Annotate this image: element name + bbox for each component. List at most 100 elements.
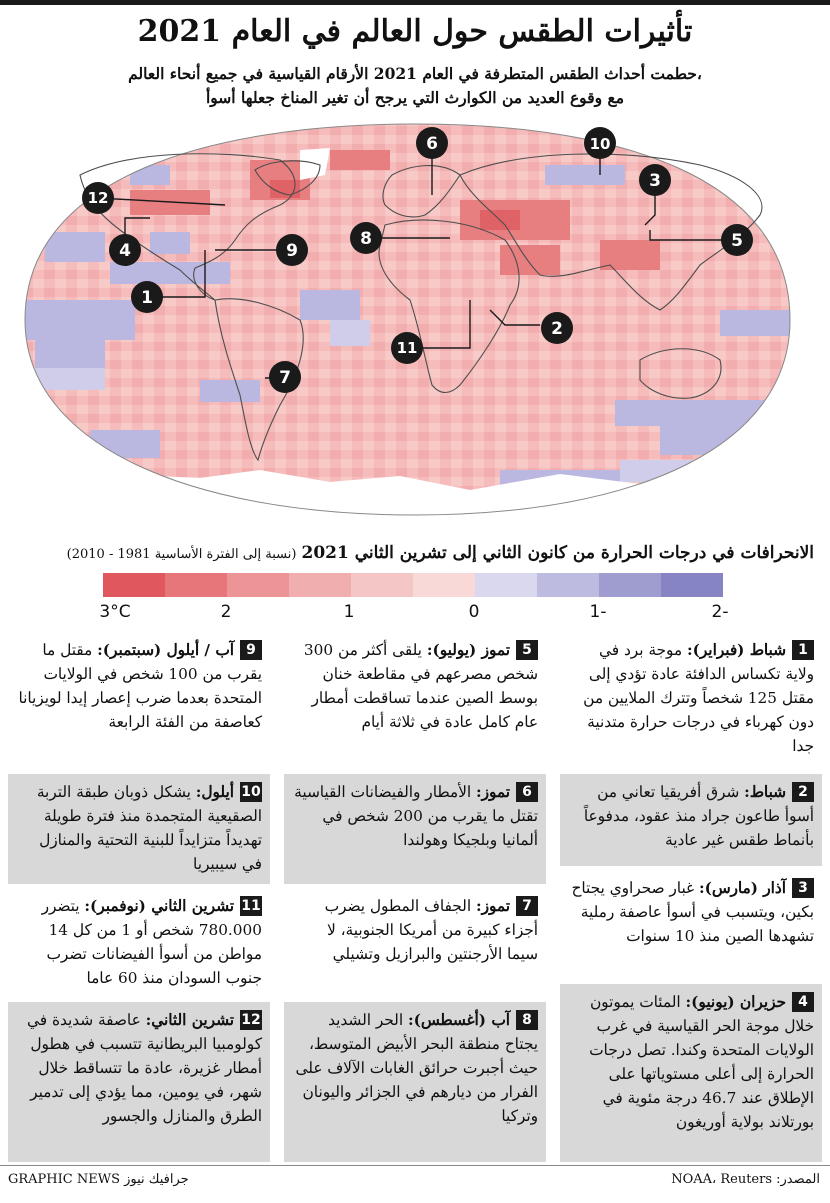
- legend-tick: 3°C: [99, 602, 131, 622]
- continent-outlines: [79, 153, 763, 462]
- event-text: يلقى أكثر من 300 شخص مصرعهم في مقاطعة خن…: [303, 641, 538, 731]
- marker-7[interactable]: 7: [269, 361, 301, 393]
- event-card-11: 11 تشرين الثاني (نوفمبر): يتضرر 780.000 ش…: [8, 888, 270, 998]
- marker-1[interactable]: 1: [131, 281, 163, 313]
- event-heading: تشرين الثاني (نوفمبر):: [84, 897, 234, 915]
- legend-swatch: [227, 573, 289, 597]
- legend-swatch: [661, 573, 723, 597]
- subtitle-line-2: مع وقوع العديد من الكوارث التي يرجح أن ت…: [205, 88, 625, 107]
- svg-text:2: 2: [551, 319, 563, 339]
- event-text: يشكل ذوبان طبقة التربة الصقيعية المتجمدة…: [36, 783, 262, 873]
- event-card-7: 7 تموز: الجفاف المطول يضرب أجزاء كبيرة من…: [284, 888, 546, 998]
- event-heading: شباط (فبراير):: [686, 641, 786, 659]
- legend-tick: 0: [468, 602, 480, 622]
- subtitle-line-1: حطمت أحداث الطقس المتطرفة في العام 2021 …: [128, 64, 702, 83]
- event-heading: آذار (مارس):: [698, 879, 786, 897]
- event-card-1: 1 شباط (فبراير): موجة برد في ولاية تكساس …: [560, 632, 822, 770]
- event-heading: تموز:: [475, 783, 510, 801]
- event-text: المئات يموتون خلال موجة الحر القياسية في…: [589, 993, 814, 1131]
- svg-text:1: 1: [141, 288, 153, 308]
- event-card-12: 12 تشرين الثاني: عاصفة شديدة في كولومبيا …: [8, 1002, 270, 1162]
- event-number: 2: [792, 782, 814, 802]
- legend-swatch: [351, 573, 413, 597]
- legend-tick: 2-: [711, 602, 729, 622]
- legend-tick: 2: [220, 602, 232, 622]
- event-number: 3: [792, 878, 814, 898]
- event-text: غبار صحراوي يجتاح بكين، ويتسبب في أسوأ ع…: [571, 879, 814, 945]
- event-number: 7: [516, 896, 538, 916]
- legend-title-note: (نسبة إلى الفترة الأساسية 1981 - 2010): [66, 547, 297, 562]
- event-number: 10: [240, 782, 262, 802]
- legend-swatch: [103, 573, 165, 597]
- legend-swatch: [165, 573, 227, 597]
- event-text: شرق أفريقيا تعاني من أسوأ طاعون جراد منذ…: [583, 783, 814, 849]
- event-text: الأمطار والفيضانات القياسية تقتل ما يقرب…: [294, 783, 538, 849]
- page-subtitle: حطمت أحداث الطقس المتطرفة في العام 2021 …: [60, 62, 770, 110]
- legend-ticks: 3°C 2 1 0 1- 2-: [0, 600, 830, 626]
- top-rule: [0, 0, 830, 5]
- event-text: مقتل ما يقرب من 100 شخص في الولايات المت…: [18, 641, 262, 731]
- event-heading: تموز (يوليو):: [426, 641, 510, 659]
- marker-6[interactable]: 6: [416, 127, 448, 159]
- event-number: 6: [516, 782, 538, 802]
- event-number: 8: [516, 1010, 538, 1030]
- svg-text:8: 8: [360, 229, 372, 249]
- event-card-5: 5 تموز (يوليو): يلقى أكثر من 300 شخص مصرع…: [284, 632, 546, 770]
- event-markers: 1 2 3 4 5 6 7 8 9 10 11 12: [82, 127, 753, 393]
- event-number: 9: [240, 640, 262, 660]
- map-globe: [25, 124, 790, 515]
- marker-12[interactable]: 12: [82, 182, 114, 214]
- legend-swatch: [537, 573, 599, 597]
- legend-title: الانحرافات في درجات الحرارة من كانون الث…: [14, 540, 814, 568]
- marker-11[interactable]: 11: [391, 332, 423, 364]
- legend-tick: 1-: [589, 602, 607, 622]
- event-heading: تموز:: [475, 897, 510, 915]
- svg-text:10: 10: [590, 135, 611, 153]
- event-heading: أيلول:: [195, 783, 234, 801]
- marker-10[interactable]: 10: [584, 127, 616, 159]
- event-card-2: 2 شباط: شرق أفريقيا تعاني من أسوأ طاعون ج…: [560, 774, 822, 866]
- event-card-10: 10 أيلول: يشكل ذوبان طبقة التربة الصقيعية…: [8, 774, 270, 884]
- event-card-8: 8 آب (أغسطس): الحر الشديد يجتاح منطقة الب…: [284, 1002, 546, 1162]
- event-heading: حزيران (يونيو):: [685, 993, 786, 1011]
- event-number: 1: [792, 640, 814, 660]
- legend-swatch: [413, 573, 475, 597]
- svg-text:6: 6: [426, 134, 438, 154]
- legend-swatch: [475, 573, 537, 597]
- page-title: تأثيرات الطقس حول العالم في العام 2021: [137, 14, 693, 49]
- svg-text:12: 12: [88, 189, 109, 207]
- marker-5[interactable]: 5: [721, 224, 753, 256]
- world-temperature-map: 1 2 3 4 5 6 7 8 9 10 11 12: [24, 123, 791, 516]
- marker-3[interactable]: 3: [639, 164, 671, 196]
- event-text: الجفاف المطول يضرب أجزاء كبيرة من أمريكا…: [324, 897, 538, 963]
- event-text: موجة برد في ولاية تكساس الدافئة عادة تؤد…: [583, 641, 814, 755]
- event-heading: تشرين الثاني:: [145, 1011, 234, 1029]
- marker-8[interactable]: 8: [350, 222, 382, 254]
- event-number: 5: [516, 640, 538, 660]
- legend-swatch: [289, 573, 351, 597]
- legend-swatch: [599, 573, 661, 597]
- event-text: يتضرر 780.000 شخص أو 1 من كل 14 مواطن من…: [41, 897, 262, 987]
- svg-text:7: 7: [279, 368, 291, 388]
- svg-text:5: 5: [731, 231, 743, 251]
- event-number: 4: [792, 992, 814, 1012]
- event-card-9: 9 آب / أيلول (سبتمبر): مقتل ما يقرب من 10…: [8, 632, 270, 770]
- marker-2[interactable]: 2: [541, 312, 573, 344]
- footer-source: المصدر: NOAA، Reuters: [671, 1172, 820, 1187]
- event-heading: آب (أغسطس):: [407, 1011, 510, 1029]
- marker-9[interactable]: 9: [276, 234, 308, 266]
- event-card-4: 4 حزيران (يونيو): المئات يموتون خلال موجة…: [560, 984, 822, 1162]
- footer-credit: GRAPHIC NEWS جرافيك نيوز: [8, 1172, 189, 1187]
- event-card-6: 6 تموز: الأمطار والفيضانات القياسية تقتل …: [284, 774, 546, 884]
- svg-text:9: 9: [286, 241, 298, 261]
- event-text: عاصفة شديدة في كولومبيا البريطانية تتسبب…: [27, 1011, 262, 1125]
- svg-text:11: 11: [397, 339, 418, 357]
- legend-tick: 1: [343, 602, 355, 622]
- cool-anomaly-regions: [25, 165, 790, 492]
- svg-text:3: 3: [649, 171, 661, 191]
- marker-4[interactable]: 4: [109, 234, 141, 266]
- event-number: 12: [240, 1010, 262, 1030]
- callout-leaders: [97, 143, 732, 379]
- legend-color-scale: [103, 573, 723, 597]
- event-heading: شباط:: [744, 783, 786, 801]
